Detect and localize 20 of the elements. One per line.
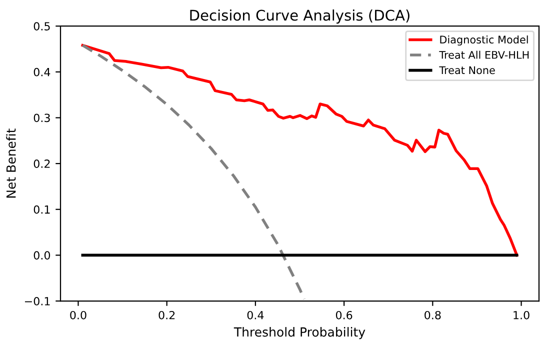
- y-axis-title: Net Benefit: [6, 128, 16, 198]
- legend-label: Treat None: [439, 66, 495, 74]
- y-tick-label: −0.1: [24, 296, 50, 306]
- line-series: [81, 44, 306, 301]
- x-axis-title: Threshold Probability: [234, 327, 366, 340]
- x-tick-label: 0.4: [247, 310, 264, 320]
- y-tick-label: 0.3: [34, 114, 50, 122]
- y-tick-label: 0.0: [34, 251, 50, 260]
- x-tick-label: 0.6: [336, 310, 352, 320]
- y-tick-label: 0.4: [34, 68, 50, 76]
- y-tick-label: 0.5: [34, 22, 50, 30]
- y-tick-label: 0.1: [34, 205, 50, 214]
- legend-label: Treat All EBV-HLH: [439, 50, 529, 59]
- x-tick-label: 0.2: [158, 310, 175, 320]
- x-tick-label: 1.0: [514, 310, 530, 320]
- chart-title: Decision Curve Analysis (DCA): [190, 9, 410, 24]
- legend-label: Diagnostic Model: [440, 35, 528, 46]
- x-tick-label: 0.8: [424, 310, 441, 320]
- x-tick-label: 0.0: [70, 310, 86, 320]
- y-tick-label: 0.2: [34, 160, 50, 168]
